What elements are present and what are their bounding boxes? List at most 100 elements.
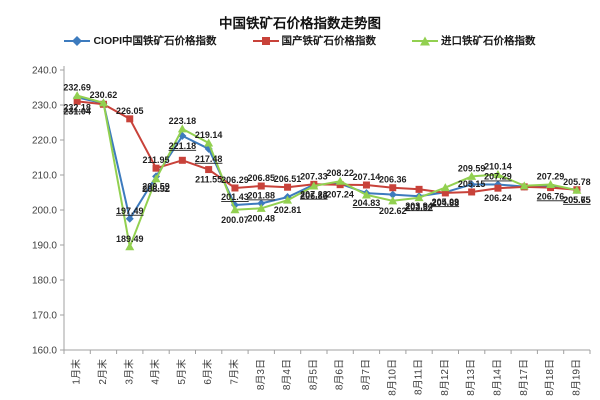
chart-title: 中国铁矿石价格指数走势图	[219, 16, 381, 31]
y-tick-label: 240.0	[32, 66, 57, 77]
x-tick-label: 8月13日	[465, 359, 477, 396]
diamond-marker-icon	[64, 35, 91, 46]
data-label: 205.78	[563, 177, 591, 187]
x-tick-label: 7月末	[227, 359, 240, 385]
data-label: 230.62	[90, 90, 118, 100]
data-label: 232.69	[63, 83, 91, 93]
x-tick-label: 4月末	[149, 359, 162, 385]
data-label: 207.23	[300, 190, 328, 200]
series-marker	[388, 196, 398, 205]
series-marker	[519, 181, 529, 190]
legend-item-domestic: 国产铁矿石价格指数	[252, 33, 377, 48]
legend-label-domestic: 国产铁矿石价格指数	[281, 35, 377, 47]
x-tick-label: 8月4日	[281, 359, 293, 390]
series-marker	[257, 182, 265, 190]
y-tick-label: 170.0	[32, 311, 57, 322]
data-label: 210.14	[484, 162, 512, 172]
series-marker	[125, 214, 134, 223]
data-label: 206.36	[379, 175, 407, 185]
series-marker	[493, 170, 503, 179]
y-tick-label: 210.0	[32, 171, 57, 182]
series-marker	[283, 195, 293, 204]
data-label: 219.14	[195, 130, 223, 140]
series-marker	[205, 166, 213, 174]
y-tick-label: 200.0	[32, 206, 57, 217]
series-marker	[572, 185, 582, 194]
series-marker	[284, 183, 292, 191]
data-label: 204.88	[432, 198, 460, 208]
legend: CIOPI中国铁矿石价格指数 国产铁矿石价格指数 进口铁矿石价格指数	[0, 33, 600, 48]
data-label: 207.33	[300, 171, 328, 181]
data-label: 226.05	[116, 106, 144, 116]
triangle-marker-icon	[412, 36, 439, 45]
x-tick-label: 3月末	[122, 359, 135, 385]
data-label: 206.24	[484, 193, 512, 203]
x-tick-label: 6月末	[201, 359, 214, 385]
y-tick-label: 190.0	[32, 241, 57, 252]
x-tick-label: 8月14日	[491, 359, 503, 396]
series-marker	[231, 184, 239, 192]
data-label: 189.49	[116, 234, 144, 244]
series-marker	[73, 97, 81, 105]
x-tick-label: 8月3日	[255, 359, 267, 390]
y-tick-label: 180.0	[32, 276, 57, 287]
series-marker	[309, 181, 319, 190]
data-label: 206.86	[300, 191, 328, 201]
data-label: 231.04	[63, 106, 91, 116]
y-tick-label: 220.0	[32, 136, 57, 147]
series-marker	[230, 205, 240, 214]
x-tick-label: 8月7日	[360, 359, 372, 390]
data-label: 206.85	[247, 173, 275, 183]
data-label: 202.81	[274, 205, 302, 215]
x-tick-label: 8月5日	[307, 359, 319, 390]
data-label: 200.07	[221, 215, 249, 225]
series-marker	[152, 164, 160, 172]
x-tick-label: 8月6日	[334, 359, 346, 390]
series-marker	[125, 242, 135, 251]
data-label: 209.59	[458, 163, 486, 173]
series-marker	[72, 91, 82, 100]
data-label: 203.94	[405, 201, 433, 211]
series-marker	[415, 185, 423, 193]
x-tick-label: 2月末	[96, 359, 109, 385]
series-marker	[204, 138, 214, 147]
series-marker	[335, 176, 345, 185]
data-label: 208.92	[142, 184, 170, 194]
x-tick-label: 8月18日	[544, 359, 556, 396]
legend-item-ciopi: CIOPI中国铁矿石价格指数	[64, 33, 217, 48]
series-marker	[178, 156, 186, 164]
data-label: 204.83	[353, 198, 381, 208]
data-label: 206.51	[274, 174, 302, 184]
data-label: 201.43	[221, 192, 249, 202]
data-label: 207.29	[537, 171, 565, 181]
x-tick-label: 5月末	[175, 359, 188, 385]
data-label: 232.18	[63, 102, 91, 112]
data-label: 205.75	[563, 195, 591, 205]
data-label: 221.18	[169, 141, 197, 151]
series-marker	[441, 189, 449, 197]
series-marker	[388, 190, 397, 199]
x-tick-label: 8月10日	[386, 359, 398, 396]
square-marker-icon	[252, 36, 279, 45]
x-tick-label: 8月17日	[518, 359, 530, 396]
x-tick-label: 8月19日	[570, 359, 582, 396]
x-tick-label: 8月11日	[413, 359, 425, 395]
series-marker	[467, 180, 476, 189]
series-marker	[361, 190, 371, 199]
data-label: 217.48	[195, 154, 223, 164]
series-marker	[546, 179, 556, 188]
series-marker	[126, 115, 134, 123]
series-marker	[468, 188, 476, 196]
data-label: 208.22	[326, 168, 354, 178]
data-label: 223.18	[169, 116, 197, 126]
data-label: 206.76	[537, 191, 565, 201]
y-tick-label: 160.0	[32, 346, 57, 357]
data-label: 211.55	[195, 175, 222, 185]
legend-label-import: 进口铁矿石价格指数	[441, 35, 536, 47]
data-label: 205.65	[563, 195, 591, 205]
data-label: 200.48	[247, 213, 275, 223]
x-tick-label: 1月末	[70, 359, 83, 385]
data-label: 207.14	[353, 172, 381, 182]
